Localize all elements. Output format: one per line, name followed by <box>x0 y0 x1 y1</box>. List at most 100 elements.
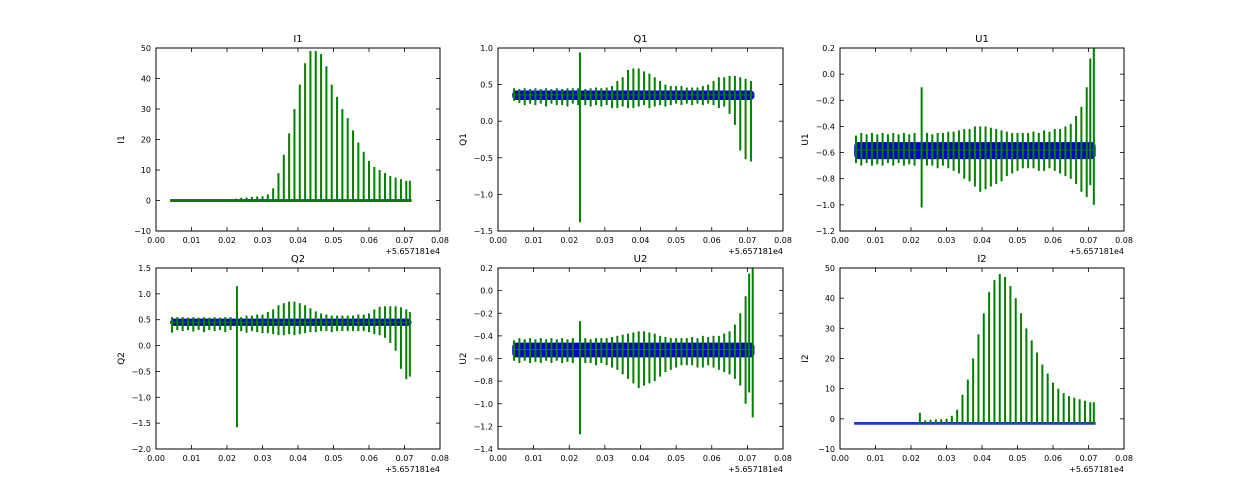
chart-4-xtick-label: 0.01 <box>183 454 201 463</box>
chart-4-ytick-label: 0.5 <box>138 316 151 325</box>
chart-5-plot-area <box>512 268 755 435</box>
chart-3-plot-area <box>854 48 1096 208</box>
chart-4-xtick-label: 0.04 <box>289 454 307 463</box>
chart-1-xtick-label: 0.00 <box>147 236 165 245</box>
chart-1-xtick-label: 0.08 <box>431 236 449 245</box>
chart-6: I2 I2 0.00 0.01 0.02 0.03 0.04 0.05 0.06 0.07 0.08… <box>801 254 1133 474</box>
chart-2-ytick-label: 1.0 <box>480 44 493 53</box>
chart-4-x-offset: +5.657181e4 <box>385 465 440 474</box>
chart-5-ytick-label: −1.0 <box>474 400 493 409</box>
chart-6-xtick-label: 0.02 <box>902 454 920 463</box>
chart-5-ytick-label: 0.2 <box>480 264 493 273</box>
chart-3-axes-frame <box>839 47 1125 232</box>
chart-5-xtick-label: 0.02 <box>560 454 578 463</box>
chart-4-xtick-label: 0.03 <box>254 454 272 463</box>
chart-2-ylabel: Q1 <box>459 133 469 146</box>
chart-3-ytick-label: −0.6 <box>816 149 835 158</box>
chart-1-ytick-label: 0 <box>146 197 151 206</box>
chart-5-ytick-label: −0.6 <box>474 355 493 364</box>
chart-5-ytick-label: −1.2 <box>474 422 493 431</box>
chart-3-title: U1 <box>975 34 989 45</box>
chart-3-xtick-label: 0.01 <box>867 236 885 245</box>
chart-5-title: U2 <box>634 254 648 265</box>
chart-4-title: Q2 <box>291 254 305 265</box>
chart-6-ytick-label: 40 <box>825 294 835 303</box>
chart-6-ytick-label: 20 <box>825 355 835 364</box>
chart-4-ytick-label: 0.0 <box>138 342 151 351</box>
chart-5-xtick-label: 0.03 <box>596 454 614 463</box>
chart-1-ytick-label: 10 <box>141 166 151 175</box>
chart-3-ytick-label: 0.2 <box>822 44 835 53</box>
chart-4-xtick-label: 0.06 <box>360 454 378 463</box>
chart-1-ytick-label: 40 <box>141 75 151 84</box>
chart-6-xtick-label: 0.06 <box>1044 454 1062 463</box>
chart-1-ytick-label: 50 <box>141 44 151 53</box>
chart-5-xtick-label: 0.01 <box>525 454 543 463</box>
chart-3-xtick-label: 0.00 <box>831 236 849 245</box>
chart-3-xtick-label: 0.05 <box>1009 236 1027 245</box>
chart-5-ytick-label: −0.2 <box>474 309 493 318</box>
chart-6-x-offset: +5.657181e4 <box>1069 465 1124 474</box>
chart-2-xtick-label: 0.07 <box>738 236 756 245</box>
chart-6-ytick-label: 0 <box>830 415 835 424</box>
chart-3-xtick-label: 0.06 <box>1044 236 1062 245</box>
chart-4-xtick-label: 0.00 <box>147 454 165 463</box>
chart-4-ytick-label: −2.0 <box>132 445 151 454</box>
chart-1-ylabel: I1 <box>117 135 127 143</box>
chart-1-ytick-label: 30 <box>141 105 151 114</box>
chart-2-ytick-label: −1.0 <box>474 190 493 199</box>
chart-1-ytick-label: −10 <box>134 227 151 236</box>
chart-6-ytick-label: 30 <box>825 324 835 333</box>
chart-3-x-offset: +5.657181e4 <box>1069 247 1124 256</box>
chart-3-ytick-label: −0.4 <box>816 122 835 131</box>
chart-1-xtick-label: 0.03 <box>254 236 272 245</box>
chart-6-axes-frame <box>839 267 1125 450</box>
chart-2-title: Q1 <box>633 34 647 45</box>
chart-4-ytick-label: −1.0 <box>132 393 151 402</box>
chart-6-ytick-label: −10 <box>818 445 835 454</box>
chart-2-xtick-label: 0.02 <box>560 236 578 245</box>
chart-4-xtick-label: 0.02 <box>218 454 236 463</box>
chart-2-xtick-label: 0.05 <box>667 236 685 245</box>
chart-5-x-offset: +5.657181e4 <box>728 465 783 474</box>
chart-6-xtick-label: 0.05 <box>1009 454 1027 463</box>
chart-6-plot-area <box>854 274 1096 425</box>
chart-6-xtick-label: 0.04 <box>973 454 991 463</box>
chart-6-ylabel: I2 <box>801 354 811 362</box>
chart-4-xtick-label: 0.07 <box>396 454 414 463</box>
chart-2-ytick-label: 0.5 <box>480 81 493 90</box>
chart-4-xtick-label: 0.08 <box>431 454 449 463</box>
chart-1-xtick-label: 0.06 <box>360 236 378 245</box>
chart-3-xtick-label: 0.03 <box>938 236 956 245</box>
chart-3-ytick-label: −0.2 <box>816 96 835 105</box>
chart-6-ytick-label: 50 <box>825 264 835 273</box>
chart-5-xtick-label: 0.04 <box>632 454 650 463</box>
chart-5: U2 U2 0.00 0.01 0.02 0.03 0.04 0.05 0.06 0.07 0.08… <box>459 254 792 474</box>
chart-6-xtick-label: 0.03 <box>938 454 956 463</box>
chart-4-ylabel: Q2 <box>117 352 127 365</box>
chart-3-ytick-label: −1.2 <box>816 227 835 236</box>
chart-2-xtick-label: 0.08 <box>774 236 792 245</box>
chart-6-xtick-label: 0.07 <box>1080 454 1098 463</box>
chart-3-xtick-label: 0.04 <box>973 236 991 245</box>
chart-3-ytick-label: −0.8 <box>816 175 835 184</box>
chart-3-ytick-label: −1.0 <box>816 201 835 210</box>
chart-5-ytick-label: 0.0 <box>480 287 493 296</box>
chart-1-xtick-label: 0.01 <box>183 236 201 245</box>
chart-5-ytick-label: −0.8 <box>474 377 493 386</box>
chart-2-xtick-label: 0.01 <box>525 236 543 245</box>
chart-5-xtick-label: 0.05 <box>667 454 685 463</box>
chart-5-xtick-label: 0.07 <box>738 454 756 463</box>
chart-5-ytick-label: −0.4 <box>474 332 493 341</box>
chart-1-xtick-label: 0.04 <box>289 236 307 245</box>
chart-4-ytick-label: 1.0 <box>138 290 151 299</box>
chart-4-xtick-label: 0.05 <box>325 454 343 463</box>
chart-5-ytick-label: −1.4 <box>474 445 493 454</box>
chart-4-ytick-label: −1.5 <box>132 419 151 428</box>
chart-6-ytick-label: 10 <box>825 385 835 394</box>
chart-6-xtick-label: 0.01 <box>867 454 885 463</box>
chart-1-ytick-label: 20 <box>141 136 151 145</box>
chart-2-xtick-label: 0.03 <box>596 236 614 245</box>
chart-1-axes-frame <box>155 47 441 232</box>
